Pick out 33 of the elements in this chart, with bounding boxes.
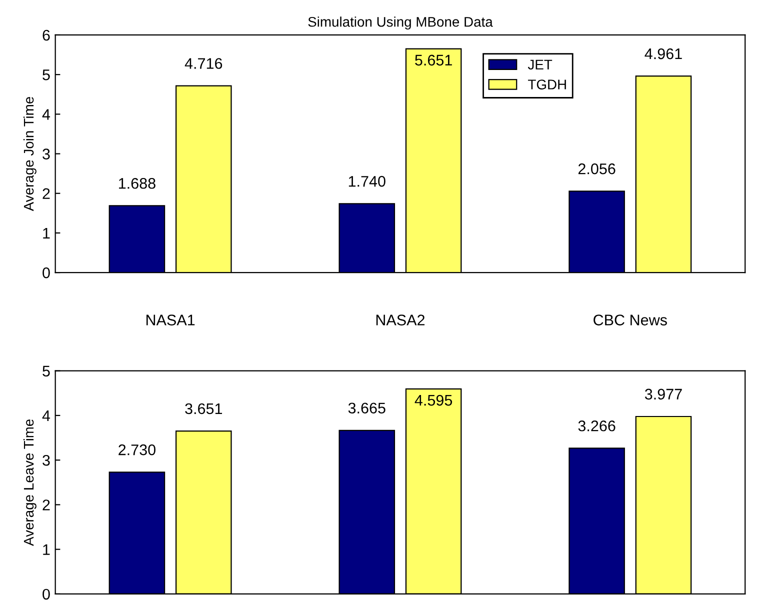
data-label: 2.730 [118,444,156,456]
data-label: 3.977 [644,388,682,400]
data-label: 1.740 [348,176,386,187]
data-label: 4.961 [644,48,682,60]
data-label: 4.595 [414,394,452,406]
y-tick-label: 2 [42,500,50,510]
chart-title: Simulation Using MBone Data [308,16,493,30]
y-tick-label: 4 [42,410,50,422]
y-tick-label: 3 [42,454,50,466]
y-axis-title: Average Join Time [23,96,36,212]
data-label: 5.651 [415,54,452,66]
legend-label: JET [528,60,552,70]
y-tick-label: 0 [42,267,50,278]
x-tick-label: NASA1 [146,314,195,326]
y-tick-label: 3 [42,148,50,160]
y-tick-label: 4 [42,109,50,120]
data-label: 4.716 [184,58,222,69]
y-axis-title: Average Leave Time [23,419,36,546]
data-label: 3.651 [185,403,222,414]
data-label: 3.665 [348,402,386,414]
x-tick-label: CBC News [594,314,667,326]
y-tick-label: 0 [42,588,50,600]
y-tick-label: 1 [43,228,50,238]
y-tick-label: 5 [42,70,50,80]
y-tick-label: 5 [42,366,50,377]
data-label: 2.056 [578,163,616,174]
y-tick-label: 6 [42,30,50,41]
y-tick-label: 1 [43,544,50,555]
legend-label: TGDH [528,80,566,90]
y-tick-label: 2 [42,188,50,199]
x-tick-label: NASA2 [376,314,425,326]
data-label: 3.266 [578,420,616,432]
data-label: 1.688 [119,178,156,189]
